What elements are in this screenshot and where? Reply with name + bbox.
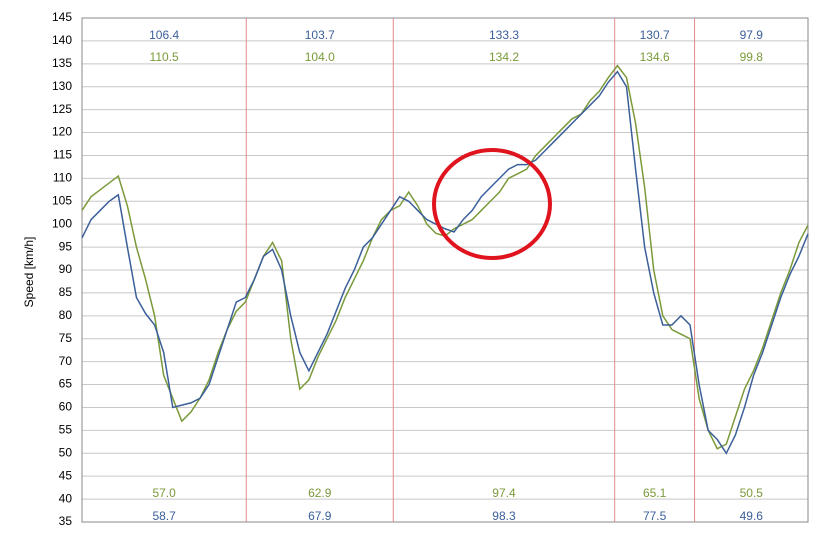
sector-min-label: 97.4	[492, 486, 516, 500]
sector-min-label: 65.1	[643, 486, 667, 500]
sector-max-label: 130.7	[640, 28, 670, 42]
plot-frame	[81, 17, 809, 523]
sector-max-label: 106.4	[149, 28, 179, 42]
highlight-circle	[432, 148, 552, 260]
y-tick-label: 100	[52, 216, 72, 230]
y-tick-label: 130	[52, 79, 72, 93]
y-tick-label: 115	[53, 148, 72, 162]
plot-area: 35 40 45 50 55 60 65 70 75 80 85 90 95 100 105 110 115 12…	[52, 10, 809, 528]
y-tick-label: 65	[59, 377, 73, 391]
y-tick-label: 60	[59, 400, 73, 414]
sector-min-label: 98.3	[492, 509, 516, 523]
y-tick-label: 70	[59, 354, 73, 368]
sector-max-label: 97.9	[740, 28, 764, 42]
y-tick-label: 55	[59, 423, 73, 437]
y-axis-label: Speed [km/h]	[22, 237, 36, 308]
y-tick-label: 145	[52, 10, 72, 24]
sector-max-label: 99.8	[740, 50, 764, 64]
y-tick-label: 125	[52, 102, 72, 116]
y-tick-label: 85	[59, 285, 73, 299]
sector-max-label: 134.2	[489, 50, 519, 64]
y-tick-label: 140	[52, 33, 72, 47]
sector-max-label: 134.6	[640, 50, 670, 64]
sector-min-label: 49.6	[740, 509, 764, 523]
sector-max-label: 133.3	[489, 28, 519, 42]
y-tick-label: 35	[59, 514, 73, 528]
y-tick-label: 75	[59, 331, 73, 345]
y-tick-label: 120	[52, 125, 72, 139]
sector-max-label: 103.7	[305, 28, 335, 42]
sector-min-label: 62.9	[308, 486, 332, 500]
y-tick-label: 90	[59, 262, 73, 276]
sector-min-label: 50.5	[740, 486, 764, 500]
y-tick-label: 110	[53, 171, 72, 185]
y-tick-label: 40	[59, 491, 73, 505]
speed-line	[81, 64, 809, 450]
speed-line	[81, 70, 809, 455]
sector-min-label: 67.9	[308, 509, 332, 523]
sector-max-label: 110.5	[150, 50, 179, 64]
y-tick-label: 95	[59, 239, 73, 253]
sector-min-label: 77.5	[643, 509, 667, 523]
y-tick-label: 135	[52, 56, 72, 70]
y-tick-label: 45	[59, 468, 73, 482]
sector-min-label: 57.0	[152, 486, 176, 500]
y-tick-label: 80	[59, 308, 73, 322]
sector-max-label: 104.0	[305, 50, 335, 64]
y-tick-label: 105	[52, 193, 72, 207]
y-tick-label: 50	[59, 445, 73, 459]
sector-min-label: 58.7	[152, 509, 176, 523]
